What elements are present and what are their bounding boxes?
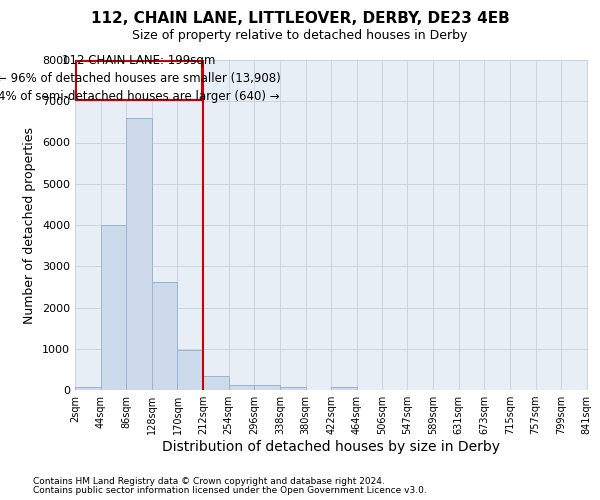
Y-axis label: Number of detached properties: Number of detached properties bbox=[23, 126, 37, 324]
X-axis label: Distribution of detached houses by size in Derby: Distribution of detached houses by size … bbox=[163, 440, 500, 454]
Bar bbox=[126, 118, 152, 390]
Bar bbox=[331, 388, 357, 390]
Text: Contains public sector information licensed under the Open Government Licence v3: Contains public sector information licen… bbox=[33, 486, 427, 495]
Bar bbox=[254, 386, 280, 390]
Text: 112, CHAIN LANE, LITTLEOVER, DERBY, DE23 4EB: 112, CHAIN LANE, LITTLEOVER, DERBY, DE23… bbox=[91, 11, 509, 26]
Bar bbox=[203, 376, 229, 390]
Text: Size of property relative to detached houses in Derby: Size of property relative to detached ho… bbox=[133, 29, 467, 42]
Text: 112 CHAIN LANE: 199sqm
← 96% of detached houses are smaller (13,908)
4% of semi-: 112 CHAIN LANE: 199sqm ← 96% of detached… bbox=[0, 54, 281, 103]
Bar bbox=[178, 350, 203, 390]
Bar bbox=[152, 282, 178, 390]
Text: Contains HM Land Registry data © Crown copyright and database right 2024.: Contains HM Land Registry data © Crown c… bbox=[33, 477, 385, 486]
Bar bbox=[76, 61, 202, 100]
Bar bbox=[101, 226, 126, 390]
Bar bbox=[229, 386, 254, 390]
Bar bbox=[280, 388, 305, 390]
Bar bbox=[75, 387, 101, 390]
